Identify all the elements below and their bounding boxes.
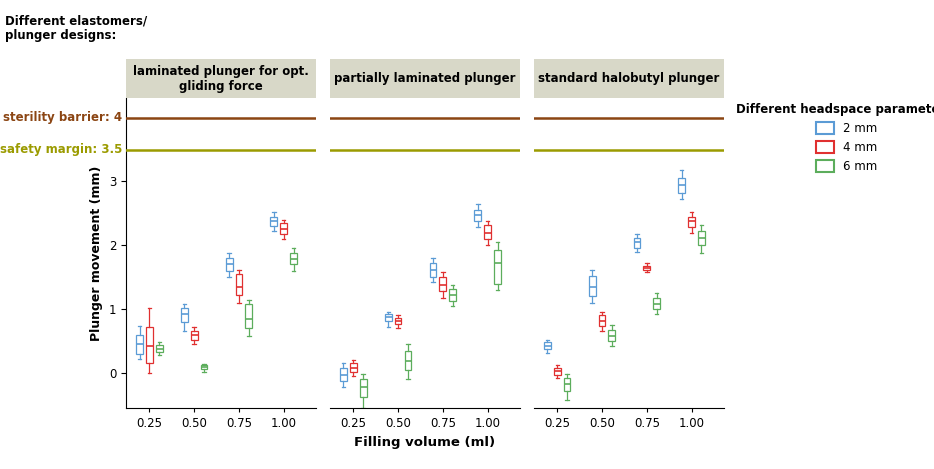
PathPatch shape — [156, 345, 163, 352]
PathPatch shape — [350, 363, 357, 371]
PathPatch shape — [360, 379, 366, 397]
PathPatch shape — [136, 335, 143, 354]
PathPatch shape — [404, 351, 411, 370]
PathPatch shape — [474, 210, 481, 221]
Text: Different elastomers/
plunger designs:: Different elastomers/ plunger designs: — [5, 14, 147, 42]
Text: laminated plunger for opt.
gliding force: laminated plunger for opt. gliding force — [134, 65, 309, 92]
PathPatch shape — [653, 298, 660, 309]
PathPatch shape — [588, 276, 596, 296]
PathPatch shape — [599, 316, 605, 326]
Legend: 2 mm, 4 mm, 6 mm: 2 mm, 4 mm, 6 mm — [731, 98, 934, 178]
Text: safety margin: 3.5: safety margin: 3.5 — [0, 143, 122, 156]
PathPatch shape — [494, 250, 501, 284]
PathPatch shape — [290, 253, 297, 265]
Text: partially laminated plunger: partially laminated plunger — [334, 72, 516, 85]
PathPatch shape — [678, 178, 686, 193]
PathPatch shape — [544, 342, 551, 348]
PathPatch shape — [430, 263, 436, 277]
PathPatch shape — [688, 217, 695, 227]
PathPatch shape — [484, 225, 491, 239]
PathPatch shape — [235, 274, 242, 295]
PathPatch shape — [449, 289, 456, 302]
PathPatch shape — [146, 327, 153, 363]
X-axis label: Filling volume (ml): Filling volume (ml) — [354, 436, 496, 449]
PathPatch shape — [644, 266, 650, 270]
PathPatch shape — [181, 308, 188, 322]
PathPatch shape — [191, 332, 198, 340]
Text: standard halobutyl plunger: standard halobutyl plunger — [538, 72, 719, 85]
PathPatch shape — [564, 378, 571, 391]
PathPatch shape — [698, 231, 705, 245]
PathPatch shape — [280, 223, 287, 234]
PathPatch shape — [201, 365, 207, 369]
PathPatch shape — [246, 304, 252, 328]
Y-axis label: Plunger movement (mm): Plunger movement (mm) — [91, 166, 104, 341]
PathPatch shape — [440, 277, 446, 291]
PathPatch shape — [226, 258, 233, 271]
PathPatch shape — [608, 330, 616, 341]
PathPatch shape — [385, 314, 391, 321]
PathPatch shape — [340, 368, 347, 380]
PathPatch shape — [271, 217, 277, 226]
PathPatch shape — [395, 318, 402, 325]
PathPatch shape — [554, 368, 560, 375]
Text: sterility barrier: 4: sterility barrier: 4 — [3, 111, 122, 124]
PathPatch shape — [633, 238, 641, 249]
